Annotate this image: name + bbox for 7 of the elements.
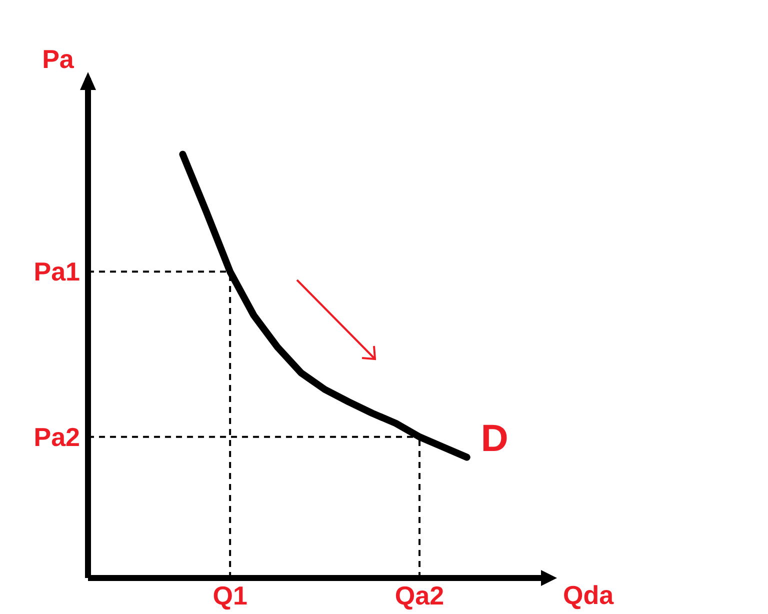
- ref-line-label: Pa1: [34, 256, 80, 287]
- x-tick-label: Q1: [212, 580, 248, 610]
- text: D: [480, 418, 508, 460]
- x-tick-label: Qa2: [394, 580, 444, 610]
- ref-line-label: Pa2: [34, 422, 80, 452]
- x-axis-title: Qda: [563, 580, 614, 610]
- y-axis-title: Pa: [42, 44, 74, 74]
